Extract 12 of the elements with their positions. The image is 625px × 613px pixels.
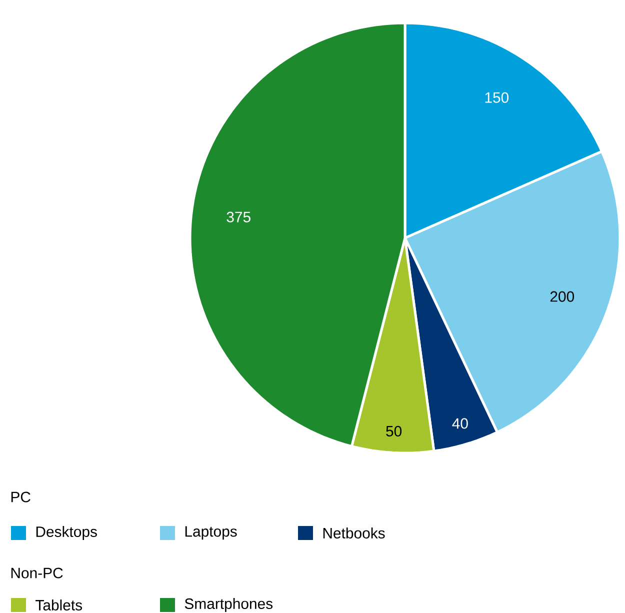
data-label: 200 (550, 291, 574, 302)
data-label: 50 (386, 426, 402, 436)
data-label: 150 (485, 92, 509, 103)
text: Non-PC (11, 568, 63, 578)
legend-label: Desktops (36, 526, 97, 540)
data-label: 375 (226, 212, 250, 222)
data-label: 40 (452, 418, 468, 429)
legend-label: Tablets (36, 600, 82, 610)
legend-label: Netbooks (323, 528, 385, 538)
text: PC (11, 492, 30, 502)
legend-label: Laptops (185, 526, 237, 540)
legend-label: Smartphones (184, 598, 273, 612)
